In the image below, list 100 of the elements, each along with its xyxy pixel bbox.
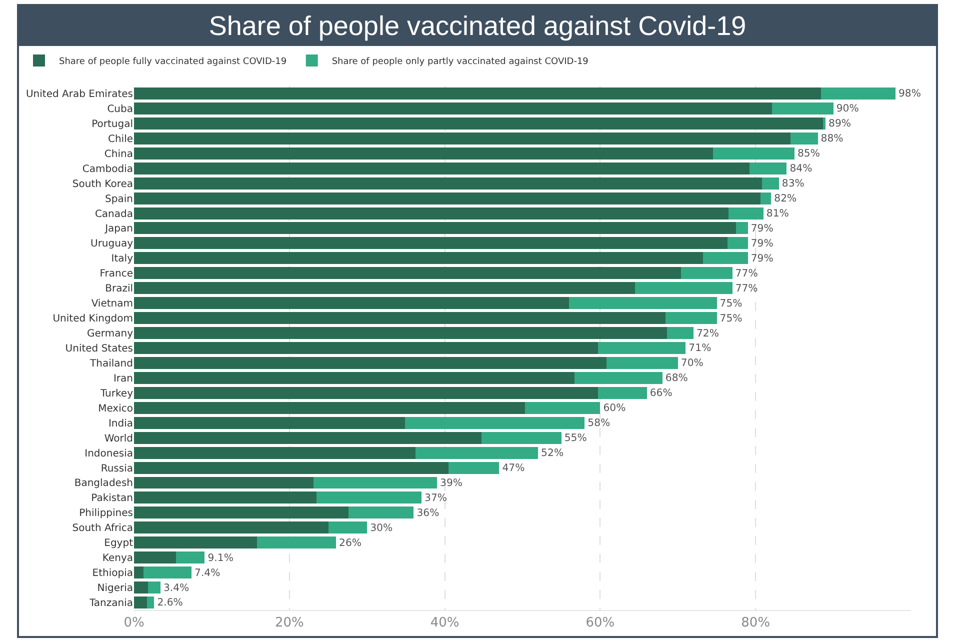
bar	[134, 522, 328, 534]
y-tick-label: Cambodia	[82, 164, 133, 175]
bar	[134, 386, 598, 399]
y-tick-label: Brazil	[105, 284, 133, 295]
bar	[134, 356, 606, 369]
total-label: 84%	[790, 164, 813, 175]
bar	[134, 372, 575, 384]
total-label: 79%	[750, 223, 774, 234]
total-label: 7.4%	[194, 568, 221, 579]
bar	[328, 522, 368, 534]
total-label: 75%	[720, 298, 743, 310]
total-label: 55%	[564, 433, 588, 444]
total-label: 72%	[696, 328, 720, 340]
bar	[598, 386, 647, 399]
bar	[762, 177, 779, 190]
y-tick-label: Vietnam	[91, 298, 133, 310]
total-label: 75%	[720, 313, 743, 324]
total-label: 77%	[735, 268, 758, 280]
bar	[749, 162, 787, 174]
bar	[147, 596, 154, 608]
bar	[134, 88, 821, 100]
bar	[134, 282, 636, 294]
y-tick-label: Japan	[104, 224, 133, 235]
bar	[448, 462, 500, 474]
y-tick-label: Tanzania	[88, 598, 133, 610]
bar	[256, 536, 336, 549]
bar	[348, 506, 414, 519]
total-label: 82%	[774, 194, 798, 205]
y-tick-label: South Africa	[72, 523, 133, 534]
y-tick-label: United States	[65, 344, 133, 354]
total-label: 36%	[416, 508, 440, 519]
bar	[481, 432, 562, 444]
bar	[134, 536, 257, 549]
y-tick-label: Italy	[111, 254, 134, 265]
y-tick-label: United Kingdom	[52, 314, 133, 325]
y-tick-label: Nigeria	[97, 583, 133, 594]
bar	[134, 207, 728, 220]
bar	[736, 222, 748, 234]
bar	[712, 147, 794, 160]
bar	[134, 312, 666, 324]
total-label: 81%	[766, 208, 790, 220]
y-tick-label: Mexico	[98, 403, 133, 414]
bar	[134, 462, 449, 474]
y-tick-label: Turkey	[99, 388, 134, 400]
total-label: 3.4%	[163, 582, 190, 594]
total-label: 52%	[541, 448, 564, 460]
total-label: 58%	[588, 418, 611, 430]
bar	[665, 312, 717, 324]
bar	[134, 252, 703, 264]
chart-title: Share of people vaccinated against Covid-19	[19, 6, 936, 46]
bar	[148, 582, 160, 594]
total-label: 68%	[665, 373, 688, 384]
y-tick-label: Spain	[105, 194, 133, 205]
bar	[134, 476, 314, 489]
total-label: 89%	[828, 118, 852, 130]
y-tick-label: Indonesia	[84, 448, 133, 460]
bar	[667, 327, 694, 340]
bar	[134, 446, 416, 459]
y-tick-label: Russia	[100, 463, 133, 474]
bar	[635, 282, 732, 294]
y-tick-label: China	[104, 148, 133, 160]
y-tick-label: Bangladesh	[74, 478, 133, 490]
bar	[728, 207, 764, 220]
bar	[134, 132, 791, 144]
bar	[316, 492, 422, 504]
y-tick-label: France	[100, 268, 133, 280]
total-label: 90%	[836, 104, 860, 115]
total-label: 37%	[424, 492, 448, 504]
bar	[790, 132, 818, 144]
total-label: 70%	[680, 358, 704, 370]
bar	[681, 267, 732, 280]
y-tick-label: Portugal	[92, 118, 133, 130]
y-tick-label: South Korea	[72, 178, 133, 190]
bar	[134, 552, 176, 564]
y-tick-label: Chile	[108, 134, 133, 145]
total-label: 66%	[650, 388, 673, 400]
total-label: 83%	[782, 178, 805, 190]
x-tick-label: 0%	[124, 616, 144, 631]
bar	[405, 416, 585, 429]
bar	[134, 267, 682, 280]
bar	[134, 117, 824, 130]
total-label: 71%	[688, 343, 712, 354]
bar	[820, 88, 896, 100]
bar	[134, 596, 148, 608]
total-label: 2.6%	[157, 598, 184, 609]
x-tick-label: 20%	[274, 616, 304, 631]
bar	[574, 372, 662, 384]
bar	[134, 162, 750, 174]
y-tick-label: Thailand	[89, 358, 133, 370]
y-tick-label: Kenya	[102, 553, 133, 564]
bar	[702, 252, 748, 264]
total-label: 30%	[370, 522, 393, 534]
legend-label: Share of people fully vaccinated against COVID-19	[59, 57, 287, 68]
total-label: 88%	[820, 134, 844, 145]
y-tick-label: World	[104, 433, 133, 444]
y-tick-label: United Arab Emirates	[26, 88, 133, 100]
bar	[772, 102, 834, 114]
x-tick-label: 80%	[741, 616, 770, 631]
total-label: 60%	[603, 403, 626, 414]
bar	[143, 566, 192, 579]
